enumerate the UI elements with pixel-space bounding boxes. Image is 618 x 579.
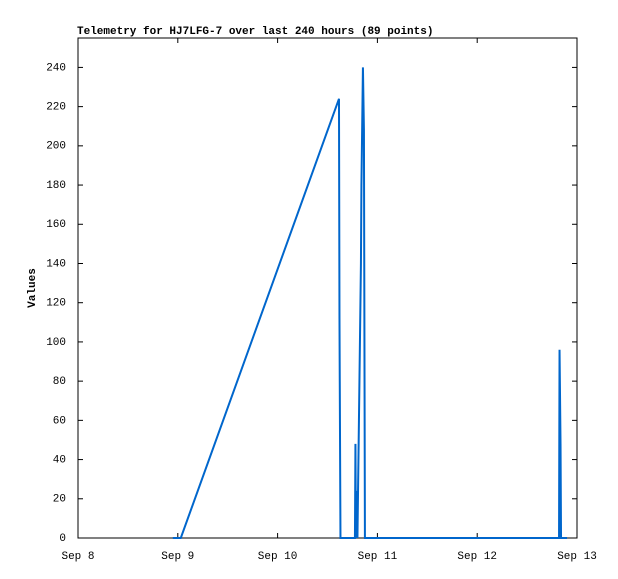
y-tick-label: 120 — [46, 298, 66, 310]
y-tick-label: 180 — [46, 180, 66, 192]
chart-title: Telemetry for HJ7LFG-7 over last 240 hou… — [77, 26, 433, 38]
y-tick-label: 160 — [46, 219, 66, 231]
plot-frame — [77, 37, 578, 539]
y-tick-label: 240 — [46, 62, 66, 74]
y-tick-label: 80 — [53, 376, 66, 388]
x-tick-label: Sep 9 — [161, 551, 194, 563]
x-tick-label: Sep 11 — [358, 551, 398, 563]
x-tick-label: Sep 10 — [258, 551, 298, 563]
y-tick-label: 200 — [46, 141, 66, 153]
y-tick-label: 140 — [46, 258, 66, 270]
y-tick-label: 60 — [53, 415, 66, 427]
y-axis-label: Values — [27, 268, 39, 308]
y-tick-label: 20 — [53, 494, 66, 506]
y-tick-label: 100 — [46, 337, 66, 349]
data-line — [172, 67, 568, 539]
y-tick-label: 0 — [59, 533, 66, 545]
x-tick-label: Sep 12 — [457, 551, 497, 563]
y-tick-label: 220 — [46, 102, 66, 114]
x-tick-label: Sep 13 — [557, 551, 597, 563]
x-tick-label: Sep 8 — [61, 551, 94, 563]
y-tick-label: 40 — [53, 454, 66, 466]
